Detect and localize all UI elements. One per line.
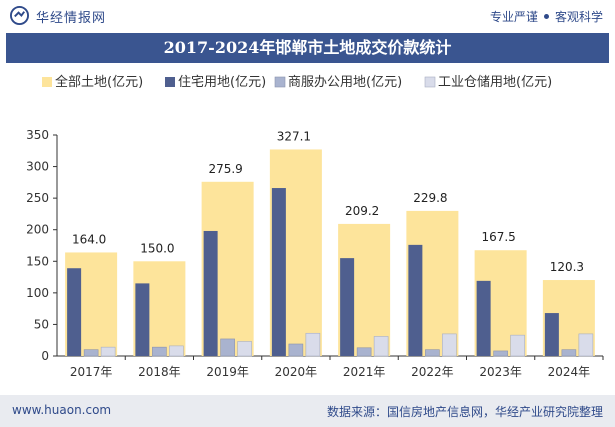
data-label-total: 209.2 xyxy=(345,204,379,218)
data-label-total: 164.0 xyxy=(72,232,106,246)
bar-series-2 xyxy=(356,347,372,357)
category-group: 150.0 xyxy=(133,241,186,357)
bar-series-1 xyxy=(340,258,355,356)
legend-item: 住宅用地(亿元) xyxy=(165,75,266,90)
data-source: 数据来源：国信房地产信息网，华经产业研究院整理 xyxy=(326,405,603,419)
bar-series-1 xyxy=(544,313,559,356)
x-tick-label: 2020年 xyxy=(275,365,318,379)
category-group: 209.2 xyxy=(338,204,391,357)
footer-url[interactable]: www.huaon.com xyxy=(12,403,112,417)
legend-label: 商服办公用地(亿元) xyxy=(288,75,402,90)
category-group: 120.3 xyxy=(542,260,595,357)
bar-series-3 xyxy=(100,346,116,357)
bar-series-2 xyxy=(152,346,167,357)
x-tick-label: 2022年 xyxy=(411,365,454,379)
footer: www.huaon.com 数据来源：国信房地产信息网，华经产业研究院整理 xyxy=(0,395,615,427)
y-tick-label: 200 xyxy=(26,223,49,237)
slogan: 专业严谨 客观科学 xyxy=(490,8,603,25)
legend-item: 商服办公用地(亿元) xyxy=(274,75,402,90)
data-label-total: 120.3 xyxy=(550,260,584,274)
x-tick-label: 2023年 xyxy=(479,365,522,379)
bar-series-3 xyxy=(169,345,184,357)
category-group: 275.9 xyxy=(201,162,254,357)
bar-series-1 xyxy=(476,280,491,356)
bar-series-1 xyxy=(408,244,423,356)
x-tick-label: 2024年 xyxy=(548,365,591,379)
separator-dot-icon xyxy=(543,14,549,19)
data-label-total: 229.8 xyxy=(413,191,447,205)
legend-item: 全部土地(亿元) xyxy=(42,74,143,90)
bar-series-2 xyxy=(83,349,99,357)
x-tick-label: 2019年 xyxy=(206,365,249,379)
bar-series-2 xyxy=(288,343,304,357)
x-tick-label: 2018年 xyxy=(138,365,181,379)
bar-series-1 xyxy=(203,230,218,356)
data-label-total: 327.1 xyxy=(277,129,311,143)
brand-name: 华经情报网 xyxy=(36,11,107,26)
x-tick-label: 2021年 xyxy=(343,365,386,379)
y-tick-label: 300 xyxy=(26,160,49,174)
huajing-logo-icon xyxy=(10,6,29,25)
legend-swatch xyxy=(42,77,52,87)
bar-series-1 xyxy=(271,188,286,356)
bar-series-3 xyxy=(442,333,457,357)
legend-label: 工业仓储用地(亿元) xyxy=(438,75,552,90)
data-label-total: 167.5 xyxy=(481,230,515,244)
bar-series-3 xyxy=(373,336,389,357)
legend-label: 住宅用地(亿元) xyxy=(178,75,266,90)
slogan-right: 客观科学 xyxy=(554,10,603,24)
y-tick-label: 0 xyxy=(41,349,49,363)
title-bar: 2017-2024年邯郸市土地成交价款统计 xyxy=(6,33,609,63)
data-label-total: 275.9 xyxy=(208,162,242,176)
category-group: 327.1 xyxy=(269,129,322,357)
bar-series-2 xyxy=(425,349,440,357)
category-group: 229.8 xyxy=(406,191,459,357)
bar-chart: 全部土地(亿元) 住宅用地(亿元) 商服办公用地(亿元) 工业仓储用地(亿元) 0 50 1… xyxy=(26,74,604,379)
data-label-total: 150.0 xyxy=(140,241,174,255)
chart-title: 2017-2024年邯郸市土地成交价款统计 xyxy=(163,38,452,57)
y-tick-label: 150 xyxy=(26,254,49,268)
slogan-left: 专业严谨 xyxy=(489,10,538,24)
bar-series-2 xyxy=(561,349,577,357)
legend-swatch xyxy=(424,76,436,88)
legend-item: 工业仓储用地(亿元) xyxy=(424,75,552,90)
bar-series-3 xyxy=(237,341,252,357)
bar-series-3 xyxy=(578,333,594,357)
x-tick-label: 2017年 xyxy=(70,365,113,379)
top-bar: 华经情报网 专业严谨 客观科学 xyxy=(0,0,615,31)
legend-swatch xyxy=(165,77,175,87)
category-group: 164.0 xyxy=(65,232,118,357)
bar-series-2 xyxy=(220,338,235,357)
bar-series-3 xyxy=(510,334,525,357)
y-tick-label: 100 xyxy=(26,286,49,300)
bar-series-3 xyxy=(305,332,321,357)
category-group: 167.5 xyxy=(474,230,527,357)
y-tick-label: 350 xyxy=(26,128,49,142)
legend-swatch xyxy=(274,76,286,88)
y-tick-label: 50 xyxy=(34,317,49,331)
legend-label: 全部土地(亿元) xyxy=(55,74,143,90)
bar-series-1 xyxy=(135,283,150,356)
bar-series-2 xyxy=(493,350,508,357)
bar-series-1 xyxy=(67,268,82,356)
y-tick-label: 250 xyxy=(26,191,49,205)
